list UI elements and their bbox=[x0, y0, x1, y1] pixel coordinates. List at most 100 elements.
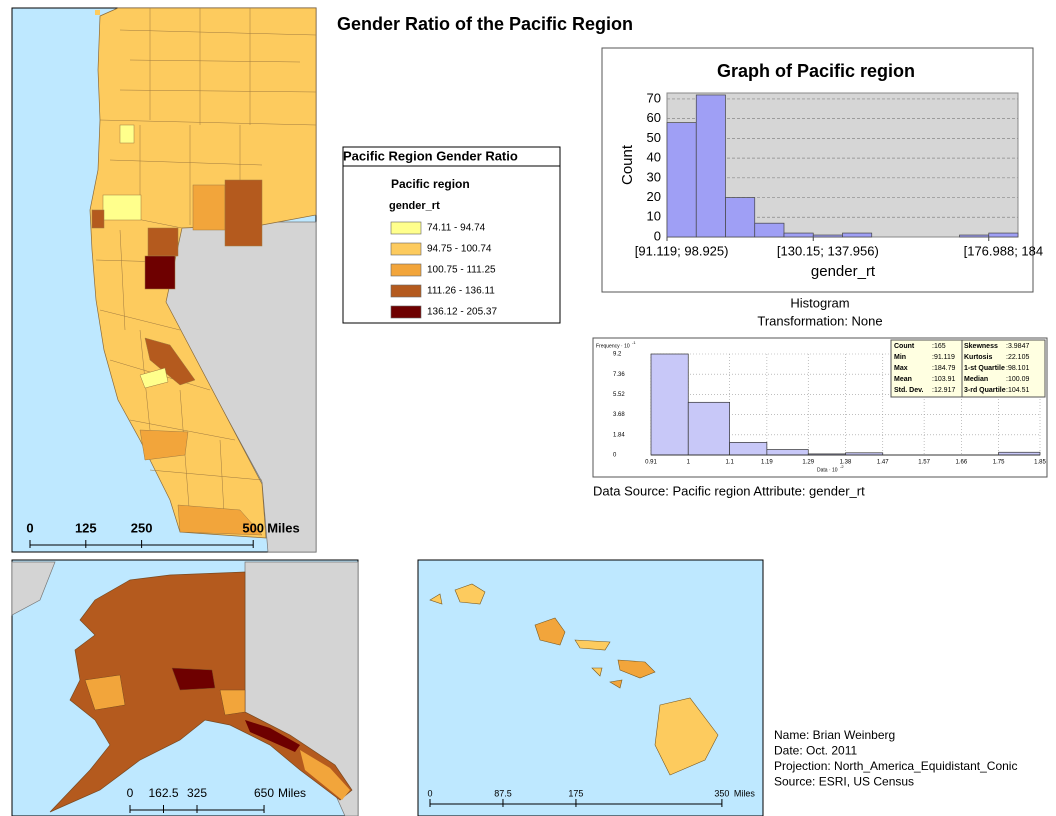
bar bbox=[729, 442, 768, 456]
stat-label: Min bbox=[894, 354, 906, 361]
bar bbox=[725, 197, 756, 238]
x-tick-label: 1.1 bbox=[725, 460, 734, 466]
scalebar-label: 87.5 bbox=[494, 788, 512, 798]
bar bbox=[959, 234, 990, 238]
stat-value: :184.79 bbox=[932, 365, 955, 372]
island bbox=[609, 679, 623, 689]
legend-field: gender_rt bbox=[389, 200, 440, 212]
scalebar-label: 0 bbox=[427, 788, 432, 798]
x-tick-label: 1.66 bbox=[956, 460, 968, 466]
x-tick-label: [91.119; 98.925) bbox=[635, 243, 729, 258]
county bbox=[84, 674, 126, 711]
stat-value: :91.119 bbox=[932, 354, 955, 361]
x-tick-label: [176.988; 184 bbox=[964, 243, 1044, 258]
y-tick-label: 9.2 bbox=[613, 352, 622, 358]
stat-label: Mean bbox=[894, 376, 912, 383]
county bbox=[219, 689, 246, 716]
county bbox=[147, 227, 179, 257]
island bbox=[534, 617, 566, 646]
stat-value: :103.91 bbox=[932, 376, 955, 383]
bar bbox=[842, 232, 873, 238]
county bbox=[119, 124, 135, 144]
scalebar-unit: Miles bbox=[267, 520, 300, 535]
x-tick-label: 1 bbox=[687, 460, 691, 466]
y-axis-label: Count bbox=[619, 144, 636, 185]
info-line: Projection: North_America_Equidistant_Co… bbox=[774, 759, 1017, 773]
x-tick-label: 1.47 bbox=[877, 460, 889, 466]
bar bbox=[666, 122, 697, 238]
y-axis-label: Frequency · 10 bbox=[596, 343, 630, 349]
bar bbox=[650, 353, 689, 456]
bar bbox=[783, 232, 814, 238]
alaska bbox=[49, 571, 353, 813]
y-axis-exp: -1 bbox=[632, 340, 636, 345]
stat-value: :100.09 bbox=[1006, 376, 1029, 383]
graph-caption: Histogram bbox=[790, 295, 849, 310]
legend-label: 100.75 - 111.25 bbox=[427, 265, 496, 276]
county bbox=[245, 720, 300, 752]
y-tick-label: 3.68 bbox=[613, 412, 625, 418]
y-tick-label: 1.84 bbox=[613, 432, 625, 438]
x-axis-label: gender_rt bbox=[811, 263, 876, 280]
x-axis-exp: -2 bbox=[840, 464, 844, 469]
legend-title: Pacific Region Gender Ratio bbox=[343, 148, 518, 163]
x-tick-label: 1.85 bbox=[1034, 460, 1046, 466]
scalebar-unit: Miles bbox=[278, 786, 306, 800]
stat-value: :3.9847 bbox=[1006, 343, 1029, 350]
stat-value: :22.105 bbox=[1006, 354, 1029, 361]
x-tick-label: 0.91 bbox=[645, 460, 657, 466]
y-tick-label: 60 bbox=[647, 110, 661, 125]
y-tick-label: 70 bbox=[647, 90, 661, 105]
stat-label: 3-rd Quartile bbox=[964, 387, 1006, 394]
stat-label: Count bbox=[894, 343, 915, 350]
county bbox=[177, 504, 263, 536]
x-axis-label: Data · 10 bbox=[817, 467, 838, 473]
island bbox=[454, 583, 486, 605]
stat-label: Kurtosis bbox=[964, 354, 993, 361]
county bbox=[102, 194, 142, 221]
x-tick-label: [130.15; 137.956) bbox=[777, 243, 879, 258]
y-tick-label: 40 bbox=[647, 150, 661, 165]
legend-layer: Pacific region bbox=[391, 177, 470, 191]
map-title: Gender Ratio of the Pacific Region bbox=[337, 14, 633, 34]
data-source: Data Source: Pacific region Attribute: g… bbox=[593, 483, 865, 498]
legend-box bbox=[342, 146, 561, 324]
x-tick-label: 1.29 bbox=[802, 460, 814, 466]
stat-value: :12.917 bbox=[932, 387, 955, 394]
island bbox=[617, 659, 656, 679]
stat-label: Std. Dev. bbox=[894, 387, 923, 394]
graph-title: Graph of Pacific region bbox=[717, 61, 915, 81]
x-tick-label: 1.19 bbox=[761, 460, 773, 466]
x-tick-label: 1.57 bbox=[918, 460, 930, 466]
y-tick-label: 7.36 bbox=[613, 372, 625, 378]
scalebar-label: 250 bbox=[131, 520, 153, 535]
land-russia bbox=[11, 561, 56, 616]
legend-label: 136.12 - 205.37 bbox=[427, 307, 497, 318]
stat-value: :165 bbox=[932, 343, 946, 350]
county bbox=[171, 667, 216, 691]
legend-swatch bbox=[390, 242, 422, 256]
scalebar-label: 500 bbox=[242, 520, 264, 535]
x-tick-label: 1.75 bbox=[993, 460, 1005, 466]
county bbox=[139, 429, 189, 461]
y-tick-label: 10 bbox=[647, 209, 661, 224]
x-tick-label: 1.38 bbox=[840, 460, 852, 466]
stat-value: :104.51 bbox=[1006, 387, 1029, 394]
y-tick-label: 0 bbox=[654, 228, 661, 243]
county bbox=[192, 184, 226, 231]
stat-label: Max bbox=[894, 365, 908, 372]
y-tick-label: 5.52 bbox=[613, 392, 625, 398]
stat-label: Skewness bbox=[964, 343, 998, 350]
scalebar-unit: Miles bbox=[734, 788, 756, 798]
county bbox=[144, 337, 196, 386]
graph-transformation: Transformation: None bbox=[757, 313, 882, 328]
island bbox=[95, 10, 100, 15]
y-tick-label: 50 bbox=[647, 130, 661, 145]
legend-swatch bbox=[390, 284, 422, 298]
scalebar-label: 162.5 bbox=[148, 786, 178, 800]
island bbox=[654, 697, 719, 776]
bar bbox=[988, 232, 1019, 238]
stat-label: 1-st Quartile bbox=[964, 365, 1005, 372]
stat-label: Median bbox=[964, 376, 988, 383]
